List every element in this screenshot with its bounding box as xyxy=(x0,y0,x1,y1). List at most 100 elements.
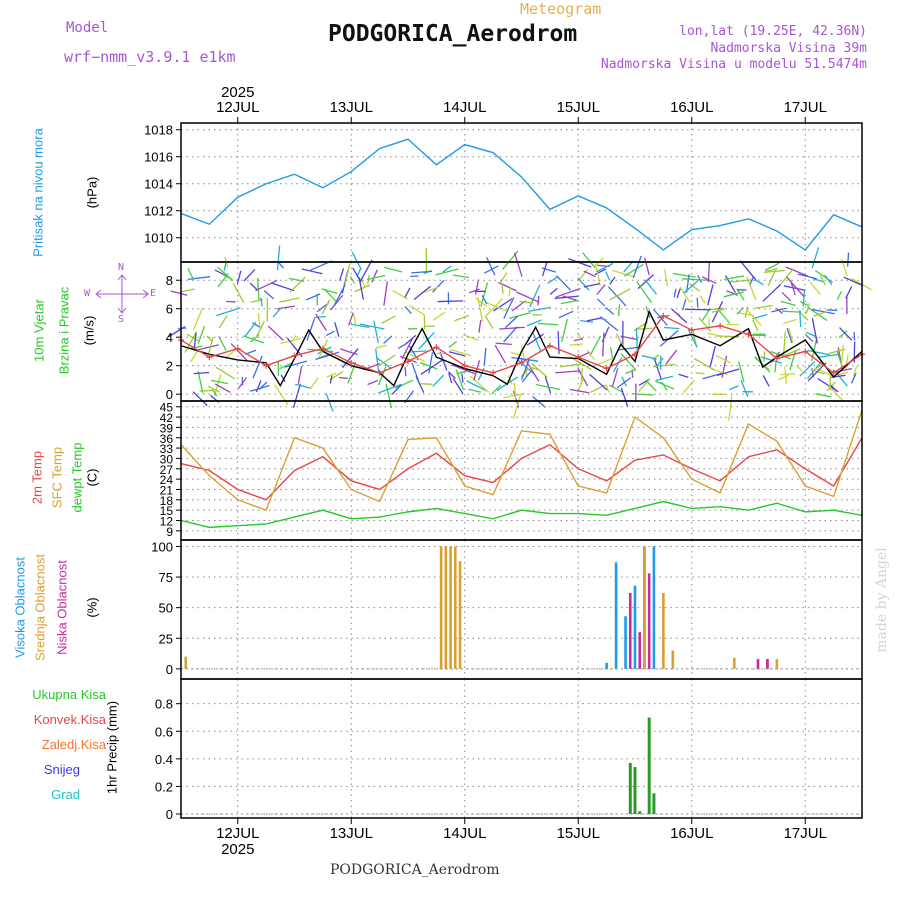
y-tick-label: 42 xyxy=(160,411,174,425)
wind-vector xyxy=(537,322,558,326)
wind-vector xyxy=(610,346,614,359)
wind-vector xyxy=(653,357,663,381)
wind-vector xyxy=(786,327,793,344)
bar-srednja-oblacnost xyxy=(733,657,736,669)
wind-vector xyxy=(594,268,607,276)
wind-vector xyxy=(485,298,504,317)
wind-vector xyxy=(210,379,228,385)
wind-vector xyxy=(535,383,561,391)
wind-vector xyxy=(428,352,434,374)
wind-vector xyxy=(255,279,278,292)
wind-vector xyxy=(663,269,669,286)
y-tick-label: 15 xyxy=(160,504,174,518)
wind-vector xyxy=(752,319,759,332)
wind-vector xyxy=(448,340,457,349)
y-tick-label: 1016 xyxy=(144,150,173,165)
wind-vector xyxy=(232,283,245,304)
y-tick-label: 4 xyxy=(166,330,173,345)
wind-vector xyxy=(190,349,199,363)
wind-vector xyxy=(595,262,614,273)
wind-vector xyxy=(215,366,235,380)
wind-vector xyxy=(828,385,843,401)
wind-vector xyxy=(279,297,300,303)
wind-vector xyxy=(802,289,806,307)
y-tick-label: 18 xyxy=(160,494,174,508)
wind-vector xyxy=(609,276,616,285)
x-tick-label-bottom: 17JUL xyxy=(784,825,827,842)
wind-vector xyxy=(600,316,619,332)
wind-vector xyxy=(273,384,289,406)
wind-vector xyxy=(501,285,504,294)
wind-vector xyxy=(709,345,716,367)
wind-vector xyxy=(707,332,726,338)
wind-vector xyxy=(359,259,373,283)
gust-marker xyxy=(405,358,411,365)
wind-vector xyxy=(528,306,551,313)
wind-vector xyxy=(491,384,502,395)
model-elevation-readout: Nadmorska Visina u modelu 51.5474m xyxy=(600,57,867,72)
compass-west: W xyxy=(84,288,91,299)
bar-visoka-oblacnost xyxy=(652,546,656,669)
wind-vector xyxy=(404,366,407,377)
bar-ukupna-kisa xyxy=(647,717,651,814)
wind-vector xyxy=(555,370,581,374)
gust-marker xyxy=(660,312,667,319)
wind-vector xyxy=(290,334,297,344)
wind-vector xyxy=(583,270,596,278)
wind-vector xyxy=(449,348,472,357)
wind-vector xyxy=(673,288,677,298)
bar-srednja-oblacnost xyxy=(458,561,462,669)
wind-vector xyxy=(765,268,777,273)
wind-vector xyxy=(263,290,275,300)
bar-srednja-oblacnost xyxy=(671,650,675,669)
wind-vector xyxy=(180,288,195,293)
wind-vector xyxy=(762,283,782,302)
wind-vector xyxy=(818,353,839,358)
wind-vector xyxy=(197,371,204,394)
wind-vector xyxy=(383,281,389,306)
wind-vector xyxy=(237,377,248,389)
wind-vector xyxy=(632,255,642,279)
wind-vector xyxy=(477,297,484,322)
wind-vector xyxy=(252,355,263,379)
wind-vector xyxy=(562,295,578,302)
wind-vector xyxy=(557,331,560,354)
wind-vector xyxy=(850,372,857,384)
y-tick-label: 0.2 xyxy=(155,779,173,794)
bar-srednja-oblacnost xyxy=(662,592,665,669)
wind-vector xyxy=(486,256,496,276)
wind-vector xyxy=(811,308,835,315)
wind-vector xyxy=(513,252,523,277)
wind-vector xyxy=(609,288,631,301)
wind-vector xyxy=(525,361,540,382)
compass-south: S xyxy=(118,314,125,325)
bar-niska-oblacnost xyxy=(756,659,760,669)
wind-vector xyxy=(807,306,828,322)
wind-vector xyxy=(236,270,242,284)
wind-vector xyxy=(617,346,639,351)
wind-vector xyxy=(641,355,657,360)
wind-vector xyxy=(448,351,466,357)
wind-vector xyxy=(371,269,378,283)
series-line-pritisak-na-nivou-mora xyxy=(180,138,863,251)
gust-marker xyxy=(830,369,837,376)
gust-marker xyxy=(575,354,582,361)
wind-vector xyxy=(807,361,822,379)
y-tick-label: 0.4 xyxy=(155,752,173,767)
wind-vector xyxy=(711,300,724,323)
wind-vector xyxy=(711,368,729,376)
y-tick-label: 27 xyxy=(160,463,174,477)
y-tick-label: 1012 xyxy=(144,204,173,219)
wind-vector xyxy=(529,366,539,371)
wind-vector xyxy=(836,291,842,301)
wind-vector xyxy=(379,354,396,366)
wind-vector xyxy=(280,374,286,383)
wind-vector xyxy=(493,298,513,312)
wind-vector xyxy=(798,311,809,321)
wind-vector xyxy=(620,387,629,408)
wind-vector xyxy=(661,381,668,391)
bar-niska-oblacnost xyxy=(647,573,651,669)
wind-vector xyxy=(413,285,431,301)
wind-vector xyxy=(638,378,651,392)
